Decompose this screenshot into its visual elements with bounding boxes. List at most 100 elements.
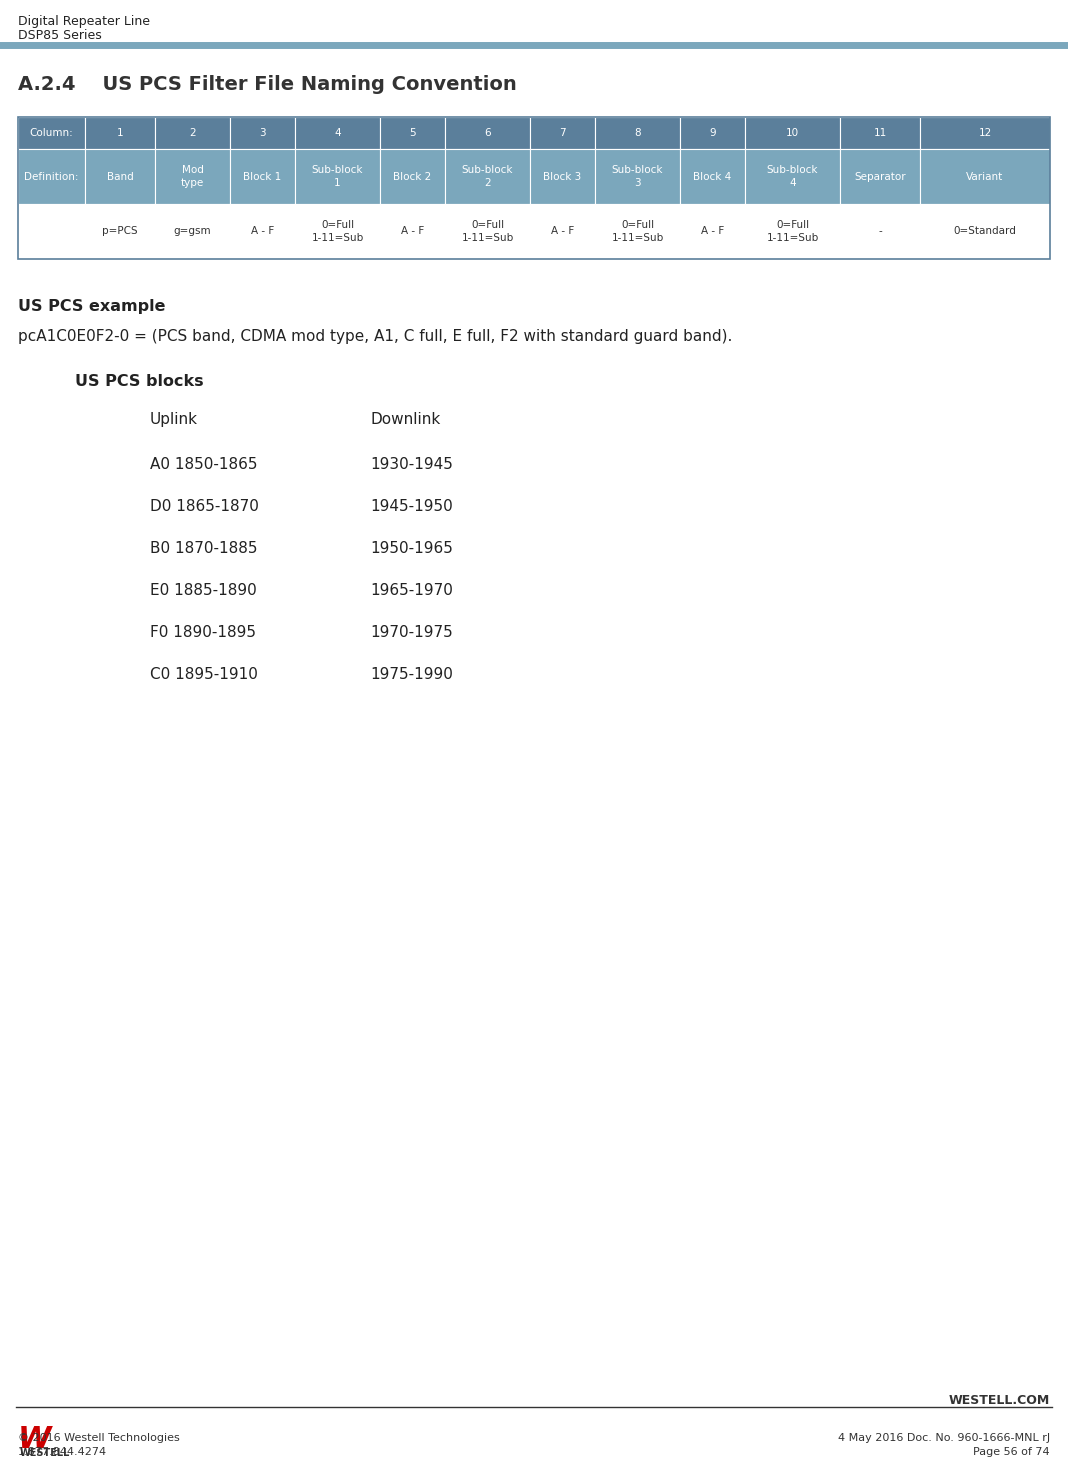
Text: 1970-1975: 1970-1975 <box>370 625 453 640</box>
Text: 11: 11 <box>874 128 886 139</box>
Text: Definition:: Definition: <box>25 171 79 181</box>
Bar <box>295 149 380 204</box>
Text: 4: 4 <box>334 128 341 139</box>
Bar <box>295 204 380 260</box>
Text: A - F: A - F <box>551 227 575 236</box>
Text: A - F: A - F <box>701 227 724 236</box>
Text: Band: Band <box>107 171 134 181</box>
Bar <box>85 149 155 204</box>
Text: DSP85 Series: DSP85 Series <box>18 30 101 41</box>
Text: F0 1890-1895: F0 1890-1895 <box>150 625 256 640</box>
Bar <box>230 149 295 204</box>
Text: A0 1850-1865: A0 1850-1865 <box>150 457 257 472</box>
Bar <box>445 204 530 260</box>
Text: 0=Full
1-11=Sub: 0=Full 1-11=Sub <box>611 220 663 243</box>
Text: 3: 3 <box>260 128 266 139</box>
Text: Digital Repeater Line: Digital Repeater Line <box>18 15 150 28</box>
Text: Block 4: Block 4 <box>693 171 732 181</box>
Text: 5: 5 <box>409 128 415 139</box>
Text: US PCS example: US PCS example <box>18 299 166 314</box>
Text: WESTELL.COM: WESTELL.COM <box>948 1394 1050 1407</box>
Bar <box>680 204 745 260</box>
Text: 1945-1950: 1945-1950 <box>370 499 453 513</box>
Bar <box>530 204 595 260</box>
Bar <box>380 204 445 260</box>
Text: 0=Full
1-11=Sub: 0=Full 1-11=Sub <box>767 220 819 243</box>
Text: Sub-block
3: Sub-block 3 <box>612 165 663 187</box>
Bar <box>85 117 155 149</box>
Text: 1965-1970: 1965-1970 <box>370 583 453 597</box>
Text: Uplink: Uplink <box>150 412 198 426</box>
Bar <box>445 117 530 149</box>
Bar <box>745 117 841 149</box>
Text: 0=Full
1-11=Sub: 0=Full 1-11=Sub <box>461 220 514 243</box>
Bar <box>841 117 920 149</box>
Bar <box>530 117 595 149</box>
Text: Variant: Variant <box>967 171 1004 181</box>
Text: 12: 12 <box>978 128 991 139</box>
Text: Block 1: Block 1 <box>244 171 282 181</box>
Bar <box>595 149 680 204</box>
Text: C0 1895-1910: C0 1895-1910 <box>150 667 257 681</box>
Bar <box>230 117 295 149</box>
Text: 7: 7 <box>560 128 566 139</box>
Bar <box>18 149 85 204</box>
Text: p=PCS: p=PCS <box>103 227 138 236</box>
Text: Sub-block
2: Sub-block 2 <box>461 165 514 187</box>
Text: Page 56 of 74: Page 56 of 74 <box>973 1447 1050 1457</box>
Bar <box>841 204 920 260</box>
Bar <box>680 117 745 149</box>
Bar <box>18 117 85 149</box>
Text: 1.877.844.4274: 1.877.844.4274 <box>18 1447 107 1457</box>
Text: g=gsm: g=gsm <box>174 227 211 236</box>
Bar <box>380 117 445 149</box>
Text: Sub-block
4: Sub-block 4 <box>767 165 818 187</box>
Text: Mod
type: Mod type <box>180 165 204 187</box>
Bar <box>380 149 445 204</box>
Text: 1930-1945: 1930-1945 <box>370 457 453 472</box>
Text: © 2016 Westell Technologies: © 2016 Westell Technologies <box>18 1434 179 1443</box>
Bar <box>745 149 841 204</box>
Text: WESTELL: WESTELL <box>20 1448 70 1457</box>
Text: A.2.4    US PCS Filter File Naming Convention: A.2.4 US PCS Filter File Naming Conventi… <box>18 75 517 94</box>
Bar <box>920 149 1050 204</box>
Text: 4 May 2016 Doc. No. 960-1666-MNL rJ: 4 May 2016 Doc. No. 960-1666-MNL rJ <box>838 1434 1050 1443</box>
Text: 0=Full
1-11=Sub: 0=Full 1-11=Sub <box>312 220 363 243</box>
Text: 0=Standard: 0=Standard <box>954 227 1017 236</box>
Text: W: W <box>18 1425 51 1454</box>
Bar <box>295 117 380 149</box>
Bar <box>155 117 230 149</box>
Text: 1950-1965: 1950-1965 <box>370 541 453 556</box>
Bar <box>445 149 530 204</box>
Text: 1: 1 <box>116 128 123 139</box>
Text: Block 3: Block 3 <box>544 171 582 181</box>
Text: Downlink: Downlink <box>370 412 440 426</box>
Bar <box>920 204 1050 260</box>
Text: B0 1870-1885: B0 1870-1885 <box>150 541 257 556</box>
Bar <box>155 204 230 260</box>
Text: A - F: A - F <box>251 227 274 236</box>
Bar <box>230 204 295 260</box>
Text: pcA1C0E0F2-0 = (PCS band, CDMA mod type, A1, C full, E full, F2 with standard gu: pcA1C0E0F2-0 = (PCS band, CDMA mod type,… <box>18 329 733 344</box>
Text: 8: 8 <box>634 128 641 139</box>
Text: D0 1865-1870: D0 1865-1870 <box>150 499 258 513</box>
Bar <box>155 149 230 204</box>
Text: Sub-block
1: Sub-block 1 <box>312 165 363 187</box>
Text: 10: 10 <box>786 128 799 139</box>
Text: US PCS blocks: US PCS blocks <box>75 375 204 389</box>
Text: -: - <box>878 227 882 236</box>
Bar <box>530 149 595 204</box>
Bar <box>595 117 680 149</box>
Bar <box>920 117 1050 149</box>
Text: 6: 6 <box>484 128 491 139</box>
Bar <box>680 149 745 204</box>
Bar <box>841 149 920 204</box>
Bar <box>85 204 155 260</box>
Bar <box>18 204 85 260</box>
Text: 9: 9 <box>709 128 716 139</box>
Text: Block 2: Block 2 <box>393 171 431 181</box>
Text: Separator: Separator <box>854 171 906 181</box>
Bar <box>745 204 841 260</box>
Text: E0 1885-1890: E0 1885-1890 <box>150 583 256 597</box>
Bar <box>18 117 1050 260</box>
